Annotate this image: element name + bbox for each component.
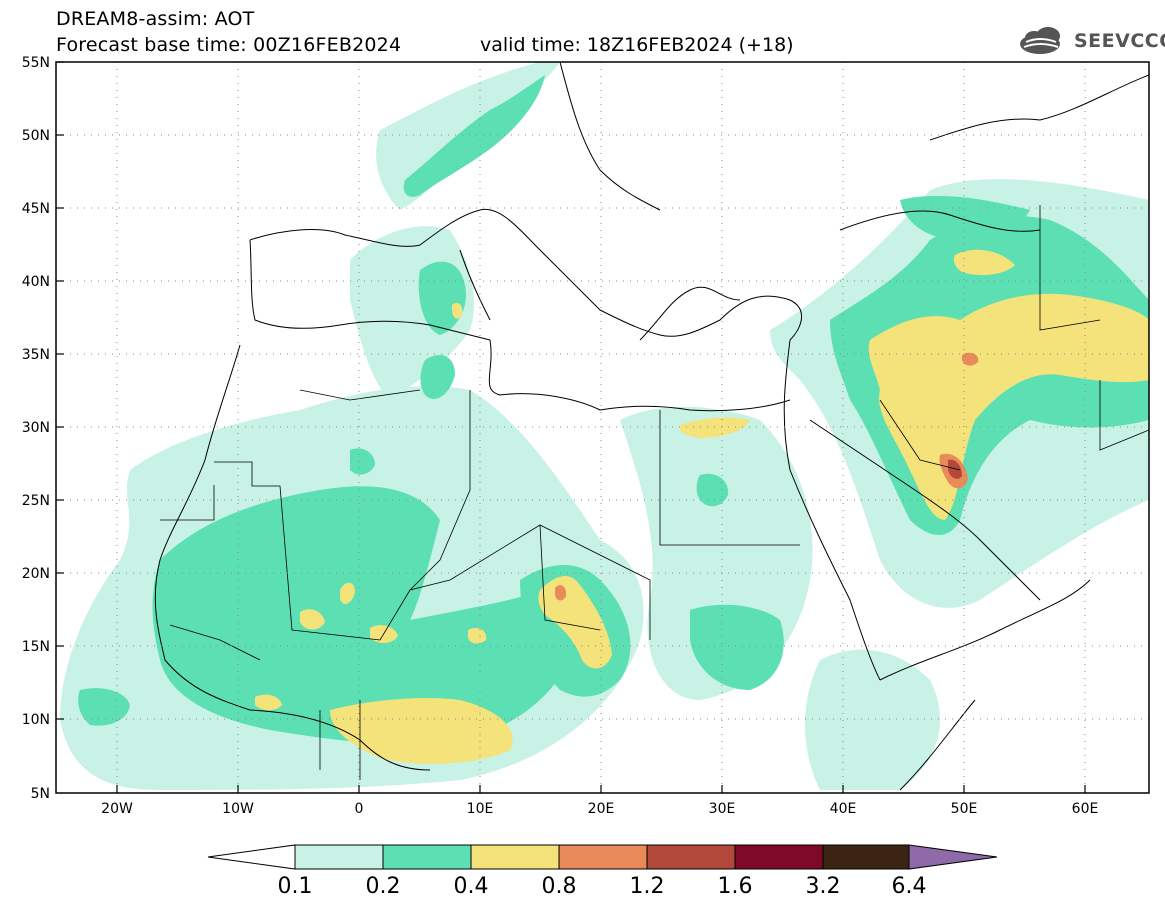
cloud-logo-icon — [1020, 27, 1060, 54]
colorbar-segment — [822, 844, 910, 870]
lat-label: 15N — [22, 639, 50, 655]
lon-label: 40E — [830, 801, 857, 817]
colorbar-label: 6.4 — [892, 874, 927, 899]
forecast-base-time: Forecast base time: 00Z16FEB2024 — [56, 34, 402, 56]
colorbar-segment — [734, 844, 824, 870]
lon-label: 20E — [588, 801, 615, 817]
lat-label: 40N — [22, 274, 50, 290]
map-title: DREAM8-assim: AOT — [56, 8, 255, 30]
colorbar-segment — [558, 844, 648, 870]
lat-label: 50N — [22, 128, 50, 144]
colorbar-label: 0.2 — [366, 874, 401, 899]
colorbar-segment — [470, 844, 560, 870]
lon-label: 0 — [355, 801, 364, 817]
lat-label: 20N — [22, 566, 50, 582]
aot-field — [60, 62, 1149, 790]
lon-label: 60E — [1072, 801, 1099, 817]
colorbar-label: 1.6 — [718, 874, 753, 899]
lon-label: 10E — [467, 801, 494, 817]
colorbar-high-arrow — [908, 844, 998, 870]
colorbar-label: 1.2 — [630, 874, 665, 899]
colorbar-label: 0.8 — [542, 874, 577, 899]
grid — [56, 62, 1149, 793]
lon-label: 50E — [951, 801, 978, 817]
colorbar-low-arrow — [207, 844, 296, 870]
lat-label: 55N — [22, 55, 50, 71]
colorbar-labels: 0.1 0.2 0.4 0.8 1.2 1.6 3.2 6.4 — [278, 874, 927, 899]
colorbar-segment — [294, 844, 384, 870]
colorbar-label: 0.4 — [454, 874, 489, 899]
lon-label: 10W — [222, 801, 254, 817]
colorbar-label: 3.2 — [806, 874, 841, 899]
colorbar-segment — [646, 844, 736, 870]
lat-label: 30N — [22, 420, 50, 436]
colorbar — [207, 844, 998, 870]
lat-label: 35N — [22, 347, 50, 363]
lon-labels: 20W 10W 0 10E 20E 30E 40E 50E 60E — [101, 801, 1098, 817]
valid-time: valid time: 18Z16FEB2024 (+18) — [480, 34, 794, 56]
colorbar-segment — [382, 844, 472, 870]
tick-marks — [56, 61, 1086, 793]
lat-label: 5N — [31, 786, 50, 802]
lon-label: 20W — [101, 801, 133, 817]
lat-label: 45N — [22, 201, 50, 217]
lat-label: 25N — [22, 493, 50, 509]
borders — [160, 205, 1149, 780]
lat-labels: 55N 50N 45N 40N 35N 30N 25N 20N 15N 10N … — [22, 55, 50, 802]
lon-label: 30E — [709, 801, 736, 817]
coastlines — [154, 62, 1149, 791]
lat-label: 10N — [22, 712, 50, 728]
logo-text: SEEVCCC — [1074, 30, 1165, 52]
colorbar-label: 0.1 — [278, 874, 313, 899]
